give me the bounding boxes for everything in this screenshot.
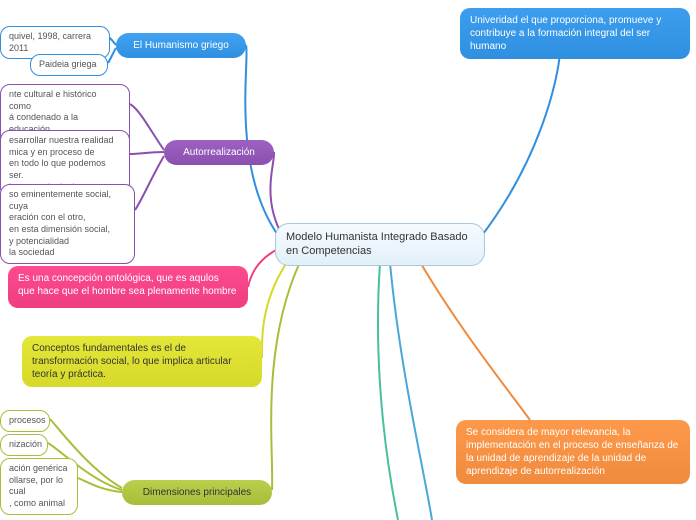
node-autorrealizacion[interactable]: Autorrealización: [164, 140, 274, 165]
node-humanismo[interactable]: El Humanismo griego: [116, 33, 246, 58]
node-dim3[interactable]: ación genérica ollarse, por lo cual , co…: [0, 458, 78, 515]
node-conceptos[interactable]: Conceptos fundamentales es el de transfo…: [22, 336, 262, 387]
edge: [378, 263, 398, 520]
node-dim1[interactable]: procesos: [0, 410, 50, 432]
node-dimensiones[interactable]: Dimensiones principales: [122, 480, 272, 505]
edge: [130, 152, 164, 154]
node-univ[interactable]: Univeridad el que proporciona, promueve …: [460, 8, 690, 59]
edge: [262, 258, 290, 358]
edge: [390, 263, 432, 520]
edge: [78, 478, 122, 492]
edge: [130, 104, 164, 150]
node-paideia[interactable]: Paideia griega: [30, 54, 108, 76]
node-dim2[interactable]: nización: [0, 434, 48, 456]
node-relevancia[interactable]: Se considera de mayor relevancia, la imp…: [456, 420, 690, 484]
edge: [271, 262, 300, 490]
node-auto3[interactable]: so eminentemente social, cuya eración co…: [0, 184, 135, 264]
node-ontologica[interactable]: Es una concepción ontológica, que es aqu…: [8, 266, 248, 308]
edge: [480, 52, 560, 238]
edge: [135, 156, 164, 210]
edge: [420, 262, 530, 420]
center-node[interactable]: Modelo Humanista Integrado Basado en Com…: [275, 223, 485, 266]
